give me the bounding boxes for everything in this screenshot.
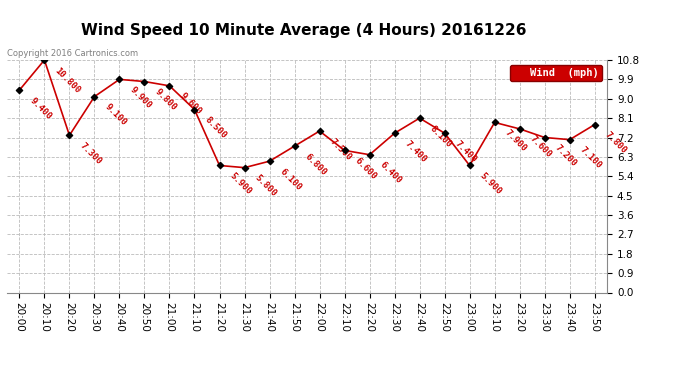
Text: 6.600: 6.600 — [353, 156, 378, 182]
Text: 10.800: 10.800 — [52, 66, 82, 95]
Text: 7.300: 7.300 — [78, 141, 103, 166]
Point — [89, 94, 100, 100]
Text: 6.400: 6.400 — [378, 160, 403, 186]
Text: 6.100: 6.100 — [278, 167, 303, 192]
Point — [364, 152, 375, 158]
Point — [414, 115, 425, 121]
Point — [264, 158, 275, 164]
Point — [339, 147, 350, 153]
Text: 5.900: 5.900 — [228, 171, 253, 196]
Point — [489, 119, 500, 125]
Text: 7.400: 7.400 — [403, 139, 428, 164]
Text: 8.500: 8.500 — [203, 115, 228, 140]
Text: 7.200: 7.200 — [553, 143, 578, 168]
Text: 9.400: 9.400 — [28, 96, 53, 121]
Point — [514, 126, 525, 132]
Text: 5.900: 5.900 — [478, 171, 503, 196]
Point — [464, 162, 475, 168]
Point — [139, 78, 150, 84]
Point — [164, 83, 175, 89]
Point — [389, 130, 400, 136]
Point — [289, 143, 300, 149]
Text: Copyright 2016 Cartronics.com: Copyright 2016 Cartronics.com — [7, 49, 138, 58]
Text: 9.600: 9.600 — [178, 92, 203, 117]
Text: 9.900: 9.900 — [128, 85, 153, 110]
Text: 7.400: 7.400 — [453, 139, 478, 164]
Point — [189, 106, 200, 112]
Legend: Wind  (mph): Wind (mph) — [511, 65, 602, 81]
Point — [564, 136, 575, 142]
Text: Wind Speed 10 Minute Average (4 Hours) 20161226: Wind Speed 10 Minute Average (4 Hours) 2… — [81, 22, 526, 38]
Text: 5.800: 5.800 — [253, 173, 278, 198]
Text: 7.500: 7.500 — [328, 136, 353, 162]
Point — [539, 135, 550, 141]
Text: 9.100: 9.100 — [103, 102, 128, 128]
Text: 7.600: 7.600 — [528, 135, 553, 160]
Text: 7.800: 7.800 — [603, 130, 629, 156]
Text: 7.100: 7.100 — [578, 145, 603, 171]
Point — [589, 122, 600, 128]
Text: 7.900: 7.900 — [503, 128, 529, 153]
Point — [14, 87, 25, 93]
Point — [64, 132, 75, 138]
Text: 6.800: 6.800 — [303, 152, 328, 177]
Text: 8.100: 8.100 — [428, 124, 453, 149]
Point — [114, 76, 125, 82]
Point — [439, 130, 450, 136]
Text: 9.800: 9.800 — [152, 87, 178, 112]
Point — [239, 165, 250, 171]
Point — [214, 162, 225, 168]
Point — [39, 57, 50, 63]
Point — [314, 128, 325, 134]
